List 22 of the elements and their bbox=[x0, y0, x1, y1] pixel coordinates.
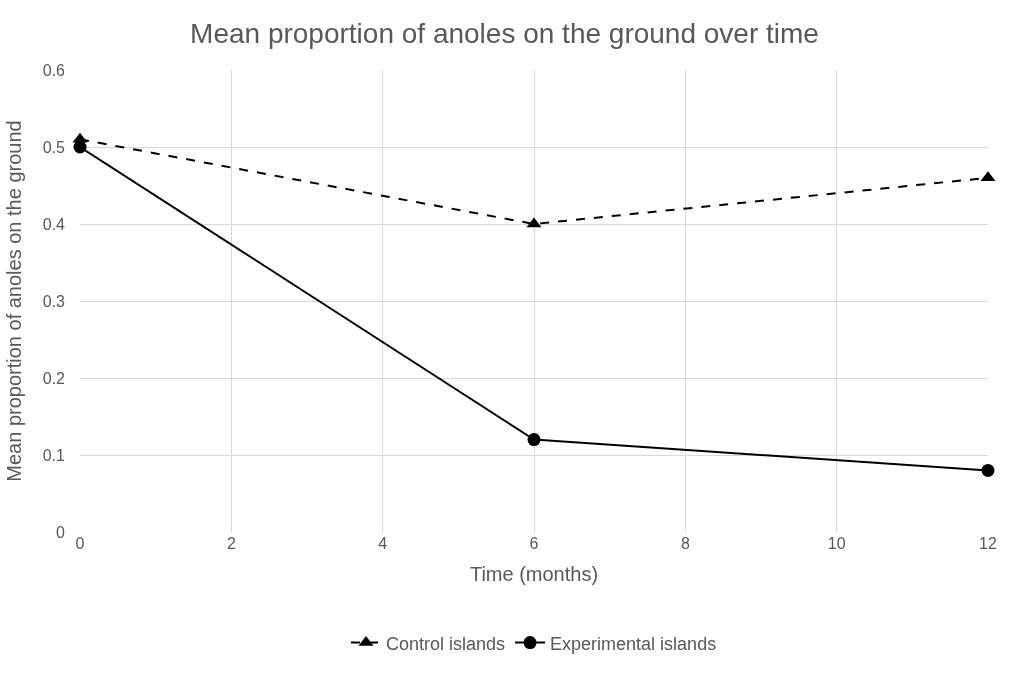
y-axis-title: Mean proportion of anoles on the ground bbox=[3, 120, 26, 482]
y-tick-label: 0.3 bbox=[42, 292, 66, 310]
y-tick-label: 0.4 bbox=[42, 215, 66, 233]
y-tick-label: 0.6 bbox=[42, 61, 66, 79]
y-tick-label: 0.2 bbox=[42, 369, 66, 387]
point bbox=[981, 463, 995, 477]
x-tick-label: 4 bbox=[378, 535, 388, 552]
legend-label: Control islands bbox=[386, 633, 506, 654]
x-tick-label: 10 bbox=[827, 535, 846, 552]
y-tick-label: 0.5 bbox=[42, 138, 66, 156]
point bbox=[73, 140, 87, 154]
chart-title: Mean proportion of anoles on the ground over time bbox=[190, 18, 819, 50]
y-tick-label: 0 bbox=[56, 523, 66, 541]
x-tick-label: 2 bbox=[226, 535, 236, 552]
x-tick-label: 0 bbox=[75, 535, 85, 552]
x-tick-label: 12 bbox=[979, 535, 997, 552]
legend-label: Experimental islands bbox=[550, 633, 717, 654]
y-tick-label: 0.1 bbox=[42, 446, 66, 464]
x-tick-label: 8 bbox=[680, 535, 690, 552]
point bbox=[527, 433, 541, 447]
x-axis-title: Time (months) bbox=[469, 562, 599, 585]
x-tick-label: 6 bbox=[529, 535, 539, 552]
